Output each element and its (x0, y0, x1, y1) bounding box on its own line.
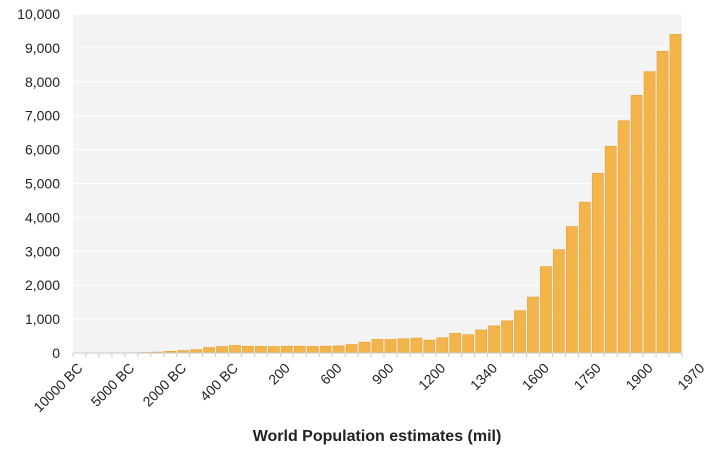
bar (514, 310, 526, 354)
x-tick-label: 1340 (467, 360, 500, 393)
bar (397, 338, 410, 354)
gridlines (73, 13, 682, 320)
bar (293, 345, 306, 354)
bar (306, 346, 319, 354)
bar (190, 349, 202, 354)
bar (203, 347, 215, 354)
axes (72, 352, 683, 357)
bar (255, 346, 267, 354)
x-axis-title: World Population estimates (mil) (253, 428, 502, 445)
bar (488, 325, 500, 354)
bar (462, 334, 475, 354)
bar (475, 329, 488, 354)
bar (423, 339, 436, 354)
y-tick-label: 1,000 (25, 311, 60, 327)
bar (617, 120, 630, 354)
x-tick-label: 1900 (622, 360, 655, 393)
bar (216, 346, 228, 354)
x-tick-label: 900 (369, 360, 397, 388)
bar (540, 266, 552, 354)
bars (73, 34, 682, 354)
bar (656, 50, 669, 354)
x-tick-label: 200 (265, 360, 293, 388)
x-tick-label: 600 (317, 360, 345, 388)
bar (501, 320, 513, 354)
y-tick-labels: 0 1,000 2,000 3,000 4,000 5,000 6,000 7,000 8,00… (17, 6, 60, 361)
y-tick-label: 10,000 (17, 6, 60, 22)
bar (280, 345, 293, 354)
bar (319, 345, 332, 354)
y-tick-label: 6,000 (25, 142, 60, 158)
y-tick-label: 7,000 (25, 108, 60, 124)
y-tick-label: 4,000 (25, 209, 60, 225)
x-tick-label: 1600 (519, 360, 552, 393)
bar (643, 71, 656, 354)
y-tick-label: 3,000 (25, 243, 60, 259)
y-tick-label: 9,000 (25, 40, 60, 56)
bar (229, 345, 241, 354)
x-tick-label: 1750 (571, 360, 604, 393)
bar (410, 337, 423, 354)
bar (449, 333, 462, 354)
x-tick-label: 5000 BC (88, 360, 138, 410)
x-tick-label: 2000 BC (139, 360, 189, 410)
x-tick-labels: 10000 BC 5000 BC 2000 BC 400 BC 200 600 900 120… (30, 360, 707, 416)
bar (358, 341, 371, 354)
y-tick-label: 5,000 (25, 176, 60, 192)
bar (553, 249, 565, 354)
y-tick-label: 8,000 (25, 74, 60, 90)
bar (604, 145, 617, 354)
bar (371, 339, 384, 354)
bar (332, 345, 345, 354)
bar (242, 345, 254, 354)
bar (669, 34, 682, 354)
x-tick-label: 1200 (415, 360, 448, 393)
bar (630, 95, 643, 354)
bar (384, 339, 397, 354)
bar (565, 226, 578, 354)
bar (345, 344, 358, 354)
x-tick-label: 10000 BC (30, 360, 85, 415)
bar (436, 337, 449, 354)
x-tick-label: 400 BC (197, 360, 241, 404)
y-tick-label: 2,000 (25, 277, 60, 293)
bar (591, 173, 604, 354)
bar (267, 346, 280, 354)
bar (578, 201, 591, 354)
y-tick-label: 0 (52, 345, 60, 361)
bar (527, 296, 539, 354)
x-tick-label: 1970 (674, 360, 707, 393)
